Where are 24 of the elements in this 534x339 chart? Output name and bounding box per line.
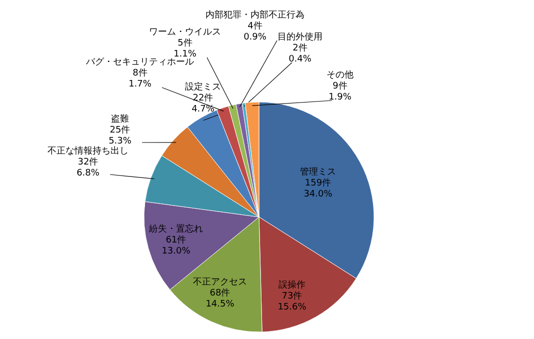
slice-label: ワーム・ウイルス [149,28,221,38]
data-label: 159件 34.0% [304,178,333,200]
slice-label: 目的外使用 [278,32,322,42]
data-label: 32件 6.8% [76,156,100,178]
slice-label: 不正な情報持ち出し [48,146,128,156]
data-label: 4件 0.9% [244,20,267,42]
data-label: 8件 1.7% [128,68,152,90]
slice-label: バグ・セキュリティホール [85,56,194,68]
data-label: 68件 14.5% [206,288,235,310]
data-label: 2件 0.4% [288,42,312,64]
data-label: 73件 15.6% [278,290,307,312]
data-label: 22件 4.7% [192,92,215,114]
slice-label: 不正アクセス [193,278,247,288]
slice-label: 管理ミス [300,166,336,178]
data-label: 25件 5.3% [108,124,132,146]
slice-label: 設定ミス [185,82,221,92]
slice-label: 紛失・置忘れ [148,224,203,234]
data-label: 5件 1.1% [174,38,197,60]
slice-label: 盗難 [111,114,129,124]
data-label: 61件 13.0% [162,234,191,256]
data-label: 9件 1.9% [328,80,352,102]
slice-label: 内部犯罪・内部不正行為 [206,10,304,20]
slice-label: その他 [326,70,354,80]
slice-label: 誤操作 [278,280,306,290]
